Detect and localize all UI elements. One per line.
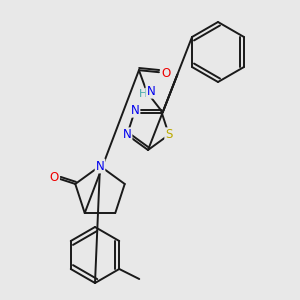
Text: O: O <box>50 171 59 184</box>
Text: N: N <box>96 160 104 172</box>
Text: S: S <box>165 128 172 141</box>
Text: O: O <box>161 67 171 80</box>
Text: N: N <box>131 104 140 117</box>
Text: N: N <box>123 128 131 141</box>
Text: N: N <box>147 85 155 98</box>
Text: H: H <box>139 89 147 99</box>
